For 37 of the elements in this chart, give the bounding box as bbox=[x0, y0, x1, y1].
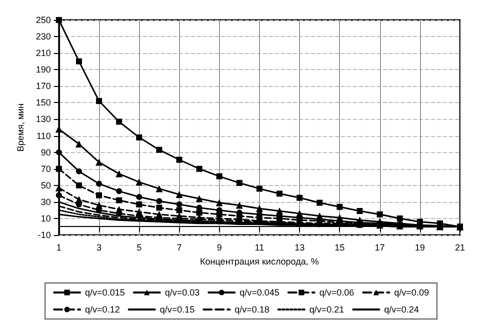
x-tick-label: 7 bbox=[176, 242, 182, 252]
y-tick-label: 30 bbox=[40, 196, 51, 207]
legend-label: q/v=0.18 bbox=[234, 304, 270, 314]
x-tick-label: 13 bbox=[294, 242, 305, 252]
legend-label: q/v=0.15 bbox=[160, 304, 195, 314]
legend-label: q/v=0.24 bbox=[384, 304, 419, 314]
y-tick-label: 10 bbox=[40, 213, 51, 224]
legend-label: q/v=0.06 bbox=[319, 288, 354, 298]
y-tick-label: 110 bbox=[36, 130, 51, 141]
y-tick-label: 150 bbox=[36, 98, 51, 108]
y-tick-label: -10 bbox=[38, 230, 51, 240]
legend-label: q/v=0.12 bbox=[85, 304, 120, 314]
y-tick-label: 50 bbox=[40, 180, 51, 190]
x-axis-title: Концентрация кислорода, % bbox=[200, 256, 319, 266]
y-tick-label: 190 bbox=[36, 64, 51, 75]
x-tick-label: 21 bbox=[454, 242, 466, 252]
legend-label: q/v=0.21 bbox=[309, 304, 344, 314]
y-tick-label: 170 bbox=[36, 81, 51, 92]
x-tick-label: 17 bbox=[374, 242, 385, 252]
x-tick-label: 15 bbox=[334, 242, 345, 252]
legend-label: q/v=0.03 bbox=[164, 288, 200, 298]
y-tick-label: 230 bbox=[36, 32, 51, 42]
y-tick-label: 250 bbox=[36, 15, 51, 25]
y-tick-label: 130 bbox=[36, 114, 51, 124]
legend-label: q/v=0.015 bbox=[85, 288, 125, 298]
x-tick-label: 5 bbox=[136, 242, 142, 252]
legend-label: q/v=0.09 bbox=[394, 288, 429, 298]
x-tick-label: 3 bbox=[96, 242, 102, 252]
legend-label: q/v=0.045 bbox=[240, 288, 280, 298]
x-tick-label: 19 bbox=[414, 242, 425, 252]
x-tick-label: 11 bbox=[254, 242, 264, 252]
y-tick-label: 90 bbox=[40, 147, 51, 158]
y-axis-title: Время, мин bbox=[16, 103, 26, 152]
y-tick-label: 70 bbox=[40, 164, 51, 174]
x-tick-label: 1 bbox=[56, 242, 62, 252]
y-tick-label: 210 bbox=[36, 48, 51, 58]
x-tick-label: 9 bbox=[216, 242, 222, 252]
